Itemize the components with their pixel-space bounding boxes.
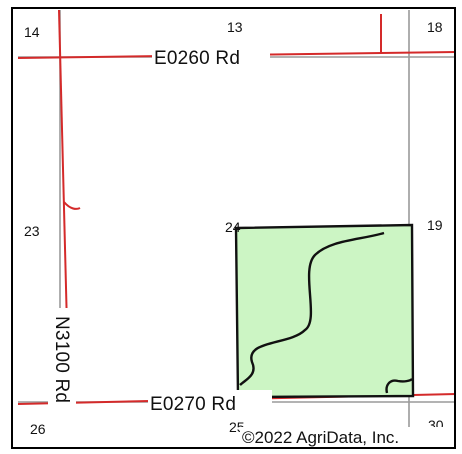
road-spur-hook [63,201,81,210]
road-label-e0270: E0270 Rd [150,394,236,415]
section-24: 24 [225,219,241,235]
section-19: 19 [427,217,443,233]
road-label-n3100: N3100 Rd [51,316,72,403]
copyright-notice: ©2022 AgriData, Inc. [242,428,399,447]
road-label-e0260: E0260 Rd [154,48,240,69]
section-14: 14 [24,24,40,40]
mask-n3100 [48,308,76,448]
label-masks [48,44,272,448]
field-boundary [234,223,415,399]
mask-e0260 [152,44,270,70]
section-26: 26 [30,421,46,437]
section-23: 23 [24,223,40,239]
field-creek-line [239,231,385,386]
section-18: 18 [427,19,443,35]
mask-e0270 [148,390,272,416]
field-corner-line [385,378,413,394]
mask-copyright [240,427,452,447]
field-parcel [234,223,415,399]
section-13: 13 [227,19,243,35]
map-frame [11,7,456,449]
